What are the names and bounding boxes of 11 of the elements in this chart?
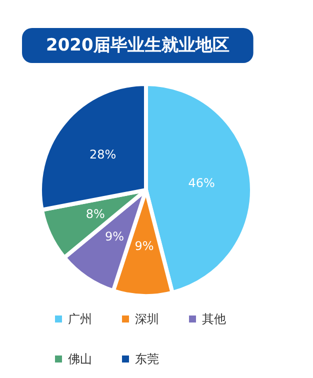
chart-title: 2020届毕业生就业地区 — [46, 36, 230, 56]
data-label: 8% — [86, 206, 105, 221]
data-label: 46% — [188, 176, 215, 190]
data-label: 9% — [105, 229, 124, 244]
data-label: 28% — [90, 147, 116, 162]
legend-label: 其他 — [202, 312, 226, 326]
legend-label: 佛山 — [68, 352, 92, 366]
data-label: 9% — [134, 238, 154, 253]
legend-label: 东莞 — [135, 352, 159, 366]
legend-label: 广州 — [68, 312, 92, 326]
legend-label: 深圳 — [135, 312, 159, 326]
